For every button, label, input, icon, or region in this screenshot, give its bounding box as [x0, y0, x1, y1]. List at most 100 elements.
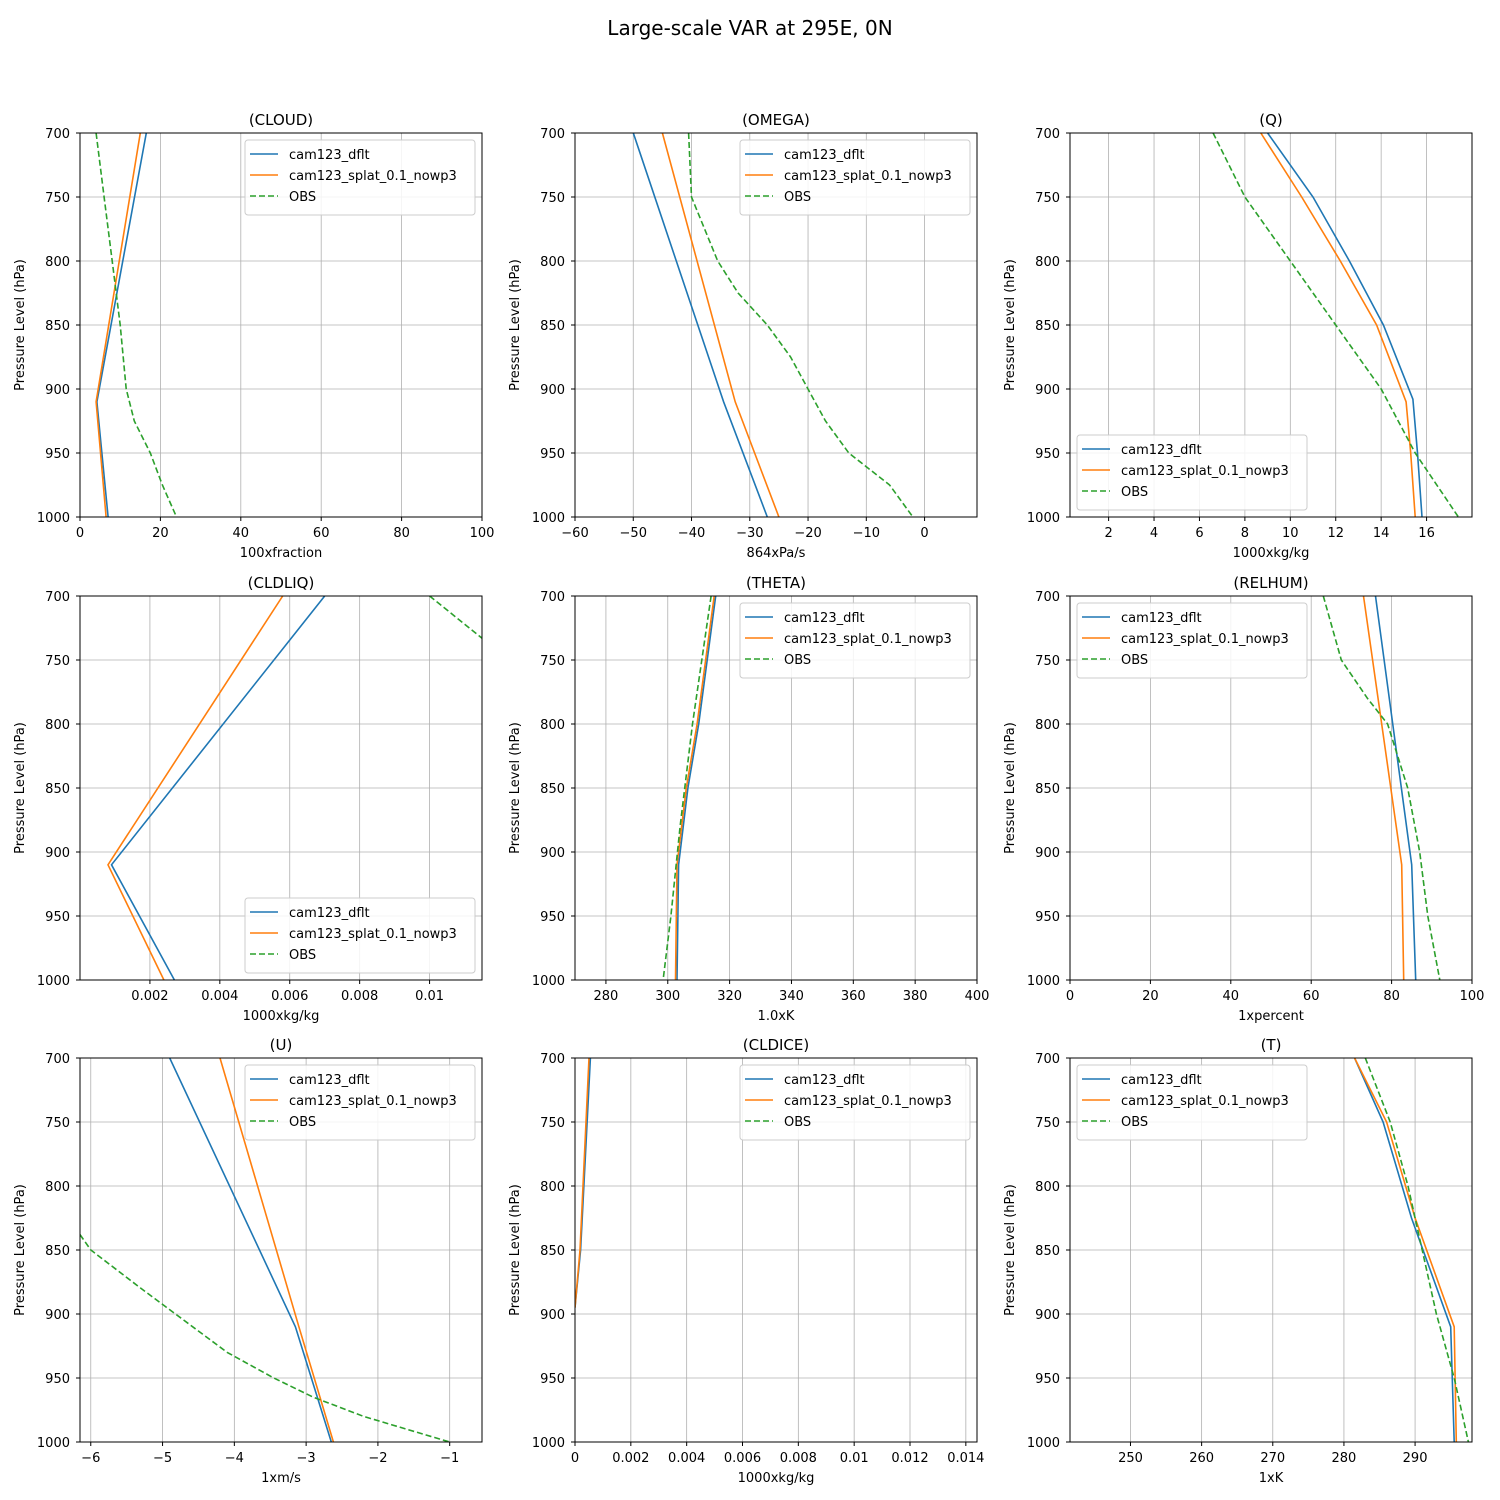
- x-tick-label: 0.014: [947, 1451, 984, 1466]
- y-tick-label: 800: [45, 255, 70, 270]
- y-tick-label: 800: [540, 255, 565, 270]
- legend-label: cam123_splat_0.1_nowp3: [289, 1094, 457, 1109]
- x-tick-label: 0: [1066, 989, 1074, 1004]
- subplot-title: (THETA): [746, 574, 806, 592]
- legend-label: OBS: [1121, 485, 1148, 500]
- series-line-cam123-dflt: [1374, 596, 1417, 980]
- legend-box: [1076, 434, 1308, 511]
- x-tick-label: 60: [313, 526, 330, 541]
- x-tick-label: −40: [678, 526, 705, 541]
- x-tick-label: 0.008: [780, 1451, 817, 1466]
- x-tick-label: −6: [81, 1451, 100, 1466]
- y-tick-label: 1000: [1027, 974, 1060, 989]
- legend-box: [244, 1064, 476, 1141]
- legend-label: cam123_dflt: [289, 906, 370, 921]
- y-axis-label: Pressure Level (hPa): [1003, 259, 1018, 391]
- legend: cam123_dflt cam123_splat_0.1_nowp3 OBS: [1076, 602, 1308, 679]
- subplot-title: (T): [1261, 1036, 1282, 1054]
- legend-label: OBS: [1121, 653, 1148, 668]
- y-tick-label: 850: [1035, 1244, 1060, 1259]
- y-axis-label: Pressure Level (hPa): [13, 1184, 28, 1316]
- x-tick-label: 16: [1418, 526, 1435, 541]
- x-tick-label: 280: [1332, 1451, 1357, 1466]
- legend-box: [244, 897, 476, 974]
- legend-label: cam123_splat_0.1_nowp3: [784, 1094, 952, 1109]
- y-tick-label: 750: [1035, 1116, 1060, 1131]
- subplot-t: 250 260 270 280 290 700 750 800 850 900 950 1000 (T)…: [1003, 1036, 1473, 1486]
- legend-label: cam123_dflt: [289, 1073, 370, 1088]
- x-tick-label: 20: [152, 526, 169, 541]
- x-tick-label: 0.01: [415, 989, 444, 1004]
- y-tick-label: 700: [540, 1052, 565, 1067]
- y-tick-label: 950: [45, 1372, 70, 1387]
- legend: cam123_dflt cam123_splat_0.1_nowp3 OBS: [244, 139, 476, 216]
- y-tick-label: 700: [45, 127, 70, 142]
- y-tick-label: 800: [540, 718, 565, 733]
- y-tick-label: 950: [1035, 910, 1060, 925]
- y-tick-label: 900: [45, 383, 70, 398]
- x-tick-label: 0: [571, 1451, 579, 1466]
- legend: cam123_dflt cam123_splat_0.1_nowp3 OBS: [244, 897, 476, 974]
- x-axis-label: 1000xkg/kg: [243, 1009, 320, 1024]
- series-line-obs: [80, 1234, 450, 1442]
- x-tick-label: 0: [76, 526, 84, 541]
- subplot-cldliq: 0.002 0.004 0.006 0.008 0.01 700 750 800 850 900 9…: [13, 574, 483, 1024]
- subplot-relhum: 0 20 40 60 80 100 700 750 800 850 900 950 1000 (RELHU…: [1003, 574, 1484, 1024]
- series-line-cam123-dflt: [168, 1058, 333, 1442]
- x-tick-label: 8: [1241, 526, 1249, 541]
- subplot-omega: −60 −50 −40 −30 −20 −10 0 700 750 800 850 900 950 100…: [508, 111, 978, 561]
- y-tick-label: 700: [1035, 590, 1060, 605]
- x-tick-label: 0.004: [201, 989, 238, 1004]
- series-line-obs: [95, 133, 178, 517]
- x-tick-label: 40: [1223, 989, 1240, 1004]
- y-tick-label: 750: [540, 191, 565, 206]
- x-tick-label: 260: [1189, 1451, 1214, 1466]
- y-tick-label: 750: [45, 654, 70, 669]
- legend-label: OBS: [289, 1115, 316, 1130]
- legend: cam123_dflt cam123_splat_0.1_nowp3 OBS: [739, 602, 971, 679]
- x-tick-label: 0.01: [840, 1451, 869, 1466]
- legend-label: OBS: [289, 948, 316, 963]
- y-tick-label: 850: [1035, 319, 1060, 334]
- series-line-cam123-splat-0-1-nowp3: [1362, 596, 1405, 980]
- y-tick-label: 750: [540, 654, 565, 669]
- y-tick-label: 850: [540, 319, 565, 334]
- subplot-title: (CLOUD): [249, 111, 313, 129]
- x-tick-label: 100: [1460, 989, 1485, 1004]
- legend-label: cam123_dflt: [1121, 611, 1202, 626]
- figure-title: Large-scale VAR at 295E, 0N: [607, 16, 893, 40]
- y-tick-label: 800: [1035, 255, 1060, 270]
- subplot-cldice: 0 0.002 0.004 0.006 0.008 0.01 0.012 0.014 700 75…: [508, 1036, 984, 1486]
- series-line-cam123-dflt: [632, 133, 769, 517]
- x-tick-label: −2: [368, 1451, 387, 1466]
- y-axis-label: Pressure Level (hPa): [13, 722, 28, 854]
- legend-label: cam123_splat_0.1_nowp3: [289, 927, 457, 942]
- y-tick-label: 950: [540, 447, 565, 462]
- y-tick-label: 950: [1035, 447, 1060, 462]
- legend: cam123_dflt cam123_splat_0.1_nowp3 OBS: [244, 1064, 476, 1141]
- y-tick-label: 700: [45, 590, 70, 605]
- y-tick-label: 750: [45, 1116, 70, 1131]
- x-tick-label: 6: [1195, 526, 1203, 541]
- y-tick-label: 700: [540, 590, 565, 605]
- series-line-cam123-splat-0-1-nowp3: [575, 1058, 590, 1308]
- x-tick-label: −30: [736, 526, 763, 541]
- x-axis-label: 1xpercent: [1238, 1009, 1304, 1024]
- x-tick-label: 290: [1403, 1451, 1428, 1466]
- legend-box: [739, 1064, 971, 1141]
- subplot-title: (Q): [1259, 111, 1283, 129]
- y-tick-label: 700: [1035, 1052, 1060, 1067]
- x-tick-label: −20: [794, 526, 821, 541]
- legend-label: OBS: [1121, 1115, 1148, 1130]
- series-line-obs: [1364, 1058, 1470, 1442]
- legend-box: [1076, 1064, 1308, 1141]
- legend-box: [739, 139, 971, 216]
- y-tick-label: 850: [540, 1244, 565, 1259]
- x-tick-label: 0.002: [612, 1451, 649, 1466]
- y-tick-label: 900: [45, 846, 70, 861]
- x-tick-label: 360: [841, 989, 866, 1004]
- subplot-q: 2 4 6 8 10 12 14 16 700 750 800 850 900 950 1000 (Q) 100…: [1003, 111, 1473, 561]
- series-line-cam123-dflt: [676, 596, 717, 980]
- x-tick-label: 10: [1282, 526, 1299, 541]
- x-tick-label: 60: [1303, 989, 1320, 1004]
